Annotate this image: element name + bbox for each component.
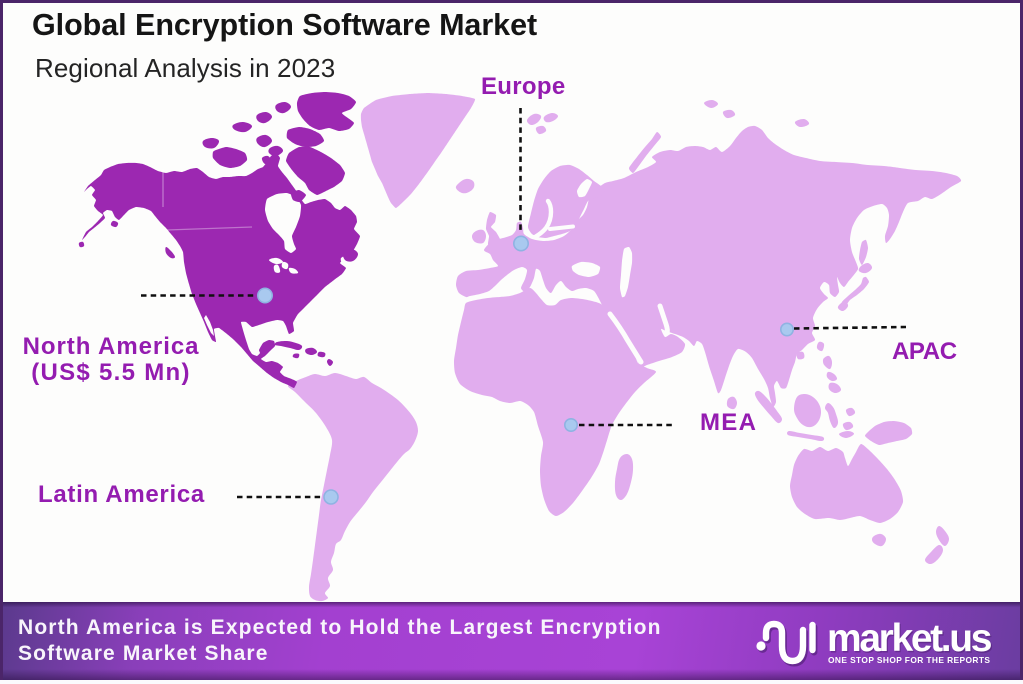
svg-text:market.us: market.us bbox=[828, 619, 993, 662]
svg-text:market.us: market.us bbox=[827, 617, 992, 660]
svg-text:ONE STOP SHOP FOR THE REPORTS: ONE STOP SHOP FOR THE REPORTS bbox=[828, 655, 990, 665]
